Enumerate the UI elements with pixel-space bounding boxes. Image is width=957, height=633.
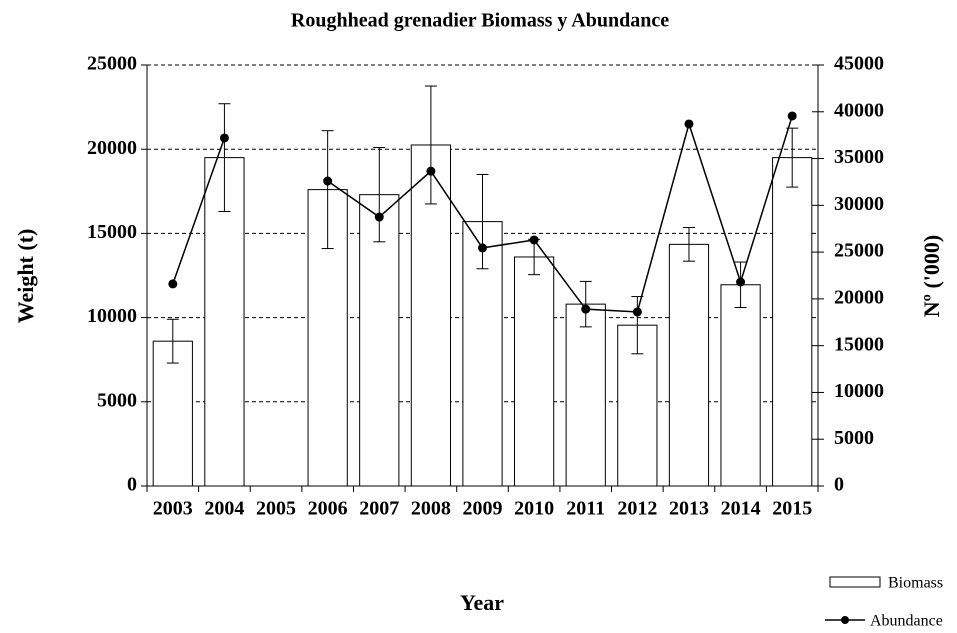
line [172,115,793,313]
x-tick-label: 2009 [463,498,503,520]
x-tick-label: 2012 [617,498,657,520]
y-tick-label: 20000 [87,137,137,159]
y2-tick-label: 15000 [834,333,884,355]
y2-tick-label: 10000 [834,380,884,402]
x-tick-label: 2006 [308,498,348,520]
y2-tick-label: 25000 [834,240,884,262]
x-tick-label: 2013 [669,498,709,520]
legend-label: Abundance [870,613,943,630]
x-tick-label: 2007 [359,498,399,520]
error-bar [218,103,231,213]
legend-label: Biomass [888,575,943,592]
legend-swatch [841,616,849,624]
y2-tick-label: 0 [834,474,844,496]
error-bar [373,147,386,243]
bar [720,284,761,487]
point [581,304,591,314]
point [168,279,178,289]
y-tick-label: 10000 [87,305,137,327]
y2-tick-label: 30000 [834,193,884,215]
y2-tick-label: 5000 [834,427,874,449]
error-bar [682,227,695,262]
bar [152,340,193,487]
error-bar [166,318,179,364]
point [736,277,746,287]
point [374,212,384,222]
y-tick-label: 5000 [97,389,137,411]
point [426,166,436,176]
x-tick-label: 2015 [772,498,812,520]
point [529,235,539,245]
point [787,111,797,121]
bar [514,256,555,487]
error-bar [424,85,437,205]
point [323,176,333,186]
bar [204,157,245,487]
x-axis-title: Year [460,590,504,615]
y2-tick-label: 20000 [834,286,884,308]
bar [359,194,400,487]
error-bar [579,280,592,328]
x-tick-label: 2008 [411,498,451,520]
point [684,119,694,129]
y2-tick-label: 40000 [834,99,884,121]
y2-axis-title: Nº ('000) [919,235,944,317]
x-tick-label: 2003 [153,498,193,520]
x-tick-label: 2010 [514,498,554,520]
x-tick-label: 2011 [566,498,605,520]
y2-tick-label: 45000 [834,53,884,75]
y-tick-label: 25000 [87,53,137,75]
bar [668,243,710,487]
y-tick-label: 0 [127,474,137,496]
bar [772,157,813,487]
bar [565,303,606,487]
x-tick-label: 2005 [256,498,296,520]
legend-swatch [829,576,881,588]
point [219,133,229,143]
y-tick-label: 15000 [87,221,137,243]
point [632,307,642,317]
y2-tick-label: 35000 [834,146,884,168]
point [478,243,487,253]
chart-title: Roughhead grenadier Biomass y Abundance [291,10,669,32]
x-tick-label: 2014 [721,498,761,520]
x-tick-label: 2004 [204,498,244,520]
error-bar [476,173,489,270]
y-axis-title: Weight (t) [13,229,38,324]
error-bar [321,130,334,250]
